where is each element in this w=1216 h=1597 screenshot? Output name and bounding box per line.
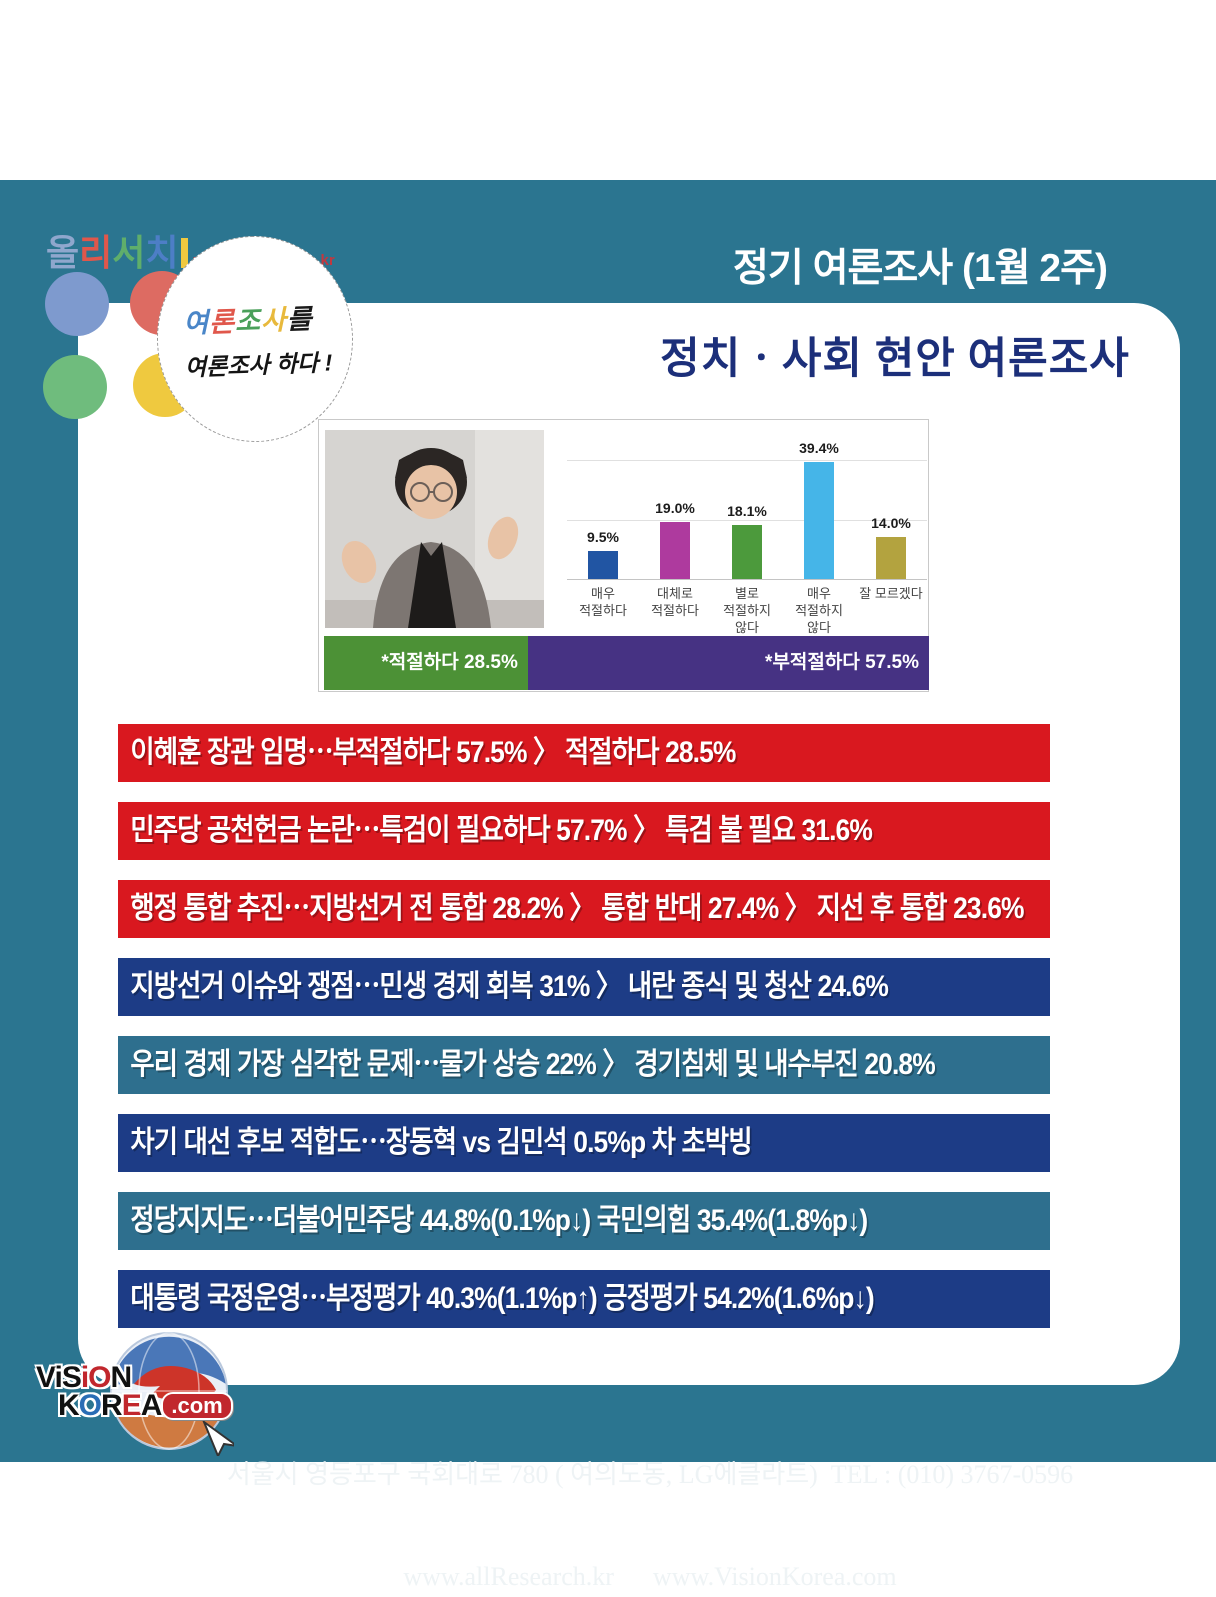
colored-char: A	[140, 1389, 163, 1422]
visionkorea-line1: ViSiON	[36, 1361, 233, 1394]
colored-char: 를	[286, 303, 314, 335]
allresearch-logo: 올리서치www.allResearch.kr	[46, 224, 335, 276]
dotcom-badge: .com	[161, 1392, 233, 1420]
bar-value-label: 9.5%	[587, 529, 619, 545]
bar-value-label: 14.0%	[871, 515, 911, 531]
colored-char: 리	[79, 232, 113, 273]
colored-char: i	[54, 1361, 62, 1394]
bar	[588, 551, 618, 579]
blue-dot-icon	[45, 272, 109, 336]
gridline	[567, 519, 927, 521]
footer-links: www.allResearch.kr www.VisionKorea.com	[403, 1562, 897, 1591]
visionkorea-line2: KOREA .com	[58, 1389, 233, 1422]
headline-text: 정당지지도⋯더불어민주당 44.8%(0.1%p↓) 국민의힘 35.4%(1.…	[130, 1204, 868, 1237]
headline-text: 우리 경제 가장 심각한 문제⋯물가 상승 22% 〉 경기침체 및 내수부진 …	[130, 1048, 935, 1081]
headline-text: 민주당 공천헌금 논란⋯특검이 필요하다 57.7% 〉 특검 불 필요 31.…	[130, 814, 872, 847]
headline-text: 행정 통합 추진⋯지방선거 전 통합 28.2% 〉 통합 반대 27.4% 〉…	[130, 892, 1024, 925]
bar-chart: 9.5% 매우 적절하다 19.0% 대체로 적절하다 18.1% 별로 적절하지 않다 3…	[567, 420, 927, 635]
bar-group: 18.1% 별로 적절하지 않다	[711, 420, 783, 635]
colored-char: R	[101, 1389, 123, 1422]
interview-photo-graphic	[325, 430, 544, 628]
bar-value-label: 19.0%	[655, 500, 695, 516]
gridline	[567, 460, 927, 461]
bar	[876, 537, 906, 579]
bar-category-label: 대체로 적절하다	[651, 586, 699, 618]
summary-segment: *부적절하다 57.5%	[527, 636, 929, 690]
headline-banner: 대통령 국정운영⋯부정평가 40.3%(1.1%p↑) 긍정평가 54.2%(1…	[118, 1270, 1050, 1328]
summary-stacked-bar: *적절하다 28.5% *부적절하다 57.5%	[324, 636, 929, 690]
colored-char: O	[78, 1389, 102, 1422]
headline-banner: 차기 대선 후보 적합도⋯장동혁 vs 김민석 0.5%p 차 초박빙	[118, 1114, 1050, 1172]
x-axis-line	[567, 579, 927, 580]
headline-banner: 정당지지도⋯더불어민주당 44.8%(0.1%p↓) 국민의힘 35.4%(1.…	[118, 1192, 1050, 1250]
colored-char: 올	[46, 232, 80, 273]
allresearch-wordmark: 올리서치	[46, 232, 179, 273]
colored-char: N	[110, 1361, 133, 1394]
bar-group: 14.0% 잘 모르겠다	[855, 420, 927, 601]
bar	[804, 462, 834, 579]
colored-char: K	[58, 1389, 80, 1422]
green-dot-icon	[43, 355, 107, 419]
bar-category-label: 매우 적절하지 않다	[795, 586, 843, 635]
bar-category-label: 매우 적절하다	[579, 586, 627, 618]
bar	[660, 522, 690, 579]
footer-text: 서울시 영등포구 국회대로 780 ( 여의도동, LG에클라트) TEL : …	[170, 1390, 1130, 1597]
bar-group: 39.4% 매우 적절하지 않다	[783, 420, 855, 635]
headline-banner: 우리 경제 가장 심각한 문제⋯물가 상승 22% 〉 경기침체 및 내수부진 …	[118, 1036, 1050, 1094]
bar-group: 9.5% 매우 적절하다	[567, 420, 639, 618]
colored-char: 치	[145, 232, 179, 273]
headline-banner: 지방선거 이슈와 쟁점⋯민생 경제 회복 31% 〉 내란 종식 및 청산 24…	[118, 958, 1050, 1016]
bar	[732, 525, 762, 579]
yellow-bar-icon	[180, 238, 188, 268]
colored-char: i	[80, 1361, 89, 1394]
colored-char: 여	[182, 307, 210, 338]
bar-value-label: 18.1%	[727, 503, 767, 519]
colored-char: 사	[260, 304, 288, 336]
colored-char: O	[88, 1361, 111, 1394]
headline-text: 지방선거 이슈와 쟁점⋯민생 경제 회복 31% 〉 내란 종식 및 청산 24…	[130, 970, 889, 1003]
headline-banner: 이혜훈 장관 임명⋯부적절하다 57.5% 〉 적절하다 28.5%	[118, 724, 1050, 782]
colored-char: 서	[112, 232, 146, 273]
headline-text: 이혜훈 장관 임명⋯부적절하다 57.5% 〉 적절하다 28.5%	[130, 736, 736, 769]
headline-banner: 민주당 공천헌금 논란⋯특검이 필요하다 57.7% 〉 특검 불 필요 31.…	[118, 802, 1050, 860]
headline-banner: 행정 통합 추진⋯지방선거 전 통합 28.2% 〉 통합 반대 27.4% 〉…	[118, 880, 1050, 938]
bar-group: 19.0% 대체로 적절하다	[639, 420, 711, 618]
summary-segment: *적절하다 28.5%	[324, 636, 528, 690]
page-subtitle: 정치ㆍ사회 현안 여론조사	[660, 336, 1130, 383]
visionkorea-logo: ViSiON KOREA .com	[36, 1326, 246, 1462]
bar-category-label: 별로 적절하지 않다	[723, 586, 771, 635]
interview-photo	[325, 430, 544, 628]
slogan-line2: 여론조사 하다 !	[184, 348, 333, 380]
footer-address: 서울시 영등포구 국회대로 780 ( 여의도동, LG에클라트) TEL : …	[226, 1460, 1074, 1489]
slogan-line1: 여론조사를	[183, 295, 352, 340]
bar-value-label: 39.4%	[799, 440, 839, 456]
visionkorea-globe-icon	[110, 1332, 234, 1456]
colored-char: E	[121, 1389, 142, 1422]
headline-text: 차기 대선 후보 적합도⋯장동혁 vs 김민석 0.5%p 차 초박빙	[130, 1126, 752, 1159]
page-title: 정기 여론조사 (1월 2주)	[733, 247, 1108, 290]
banner-list: 이혜훈 장관 임명⋯부적절하다 57.5% 〉 적절하다 28.5% 민주당 공천…	[118, 724, 1050, 1348]
headline-text: 대통령 국정운영⋯부정평가 40.3%(1.1%p↑) 긍정평가 54.2%(1…	[130, 1282, 874, 1315]
colored-char: 조	[234, 305, 262, 337]
bar-category-label: 잘 모르겠다	[859, 586, 923, 601]
colored-char: V	[36, 1361, 55, 1394]
colored-char: 론	[208, 306, 236, 338]
visionkorea-wordmark: ViSiON KOREA .com	[36, 1361, 233, 1422]
colored-char: S	[61, 1361, 82, 1394]
